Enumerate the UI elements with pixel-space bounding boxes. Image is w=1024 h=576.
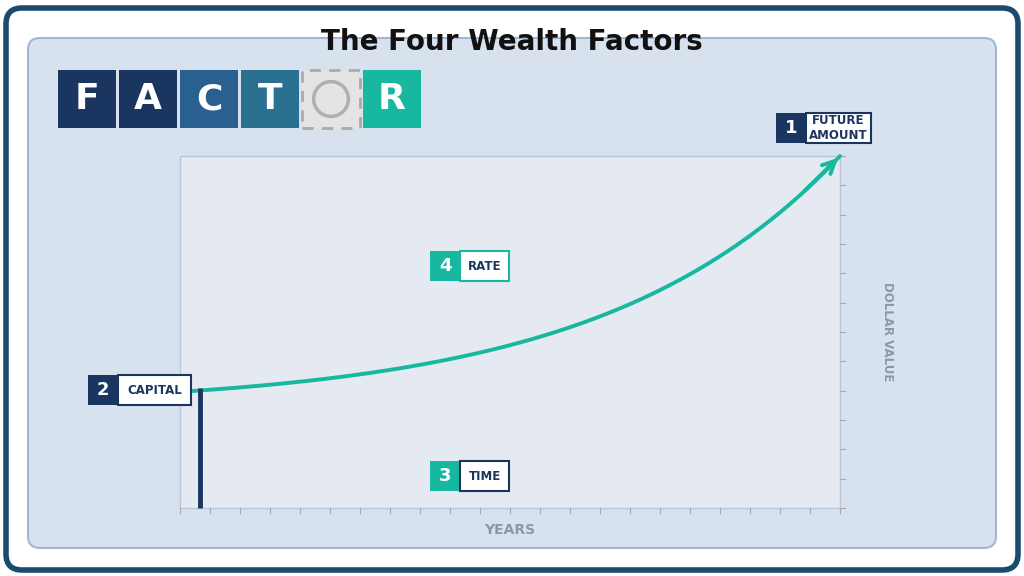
FancyBboxPatch shape <box>430 251 460 281</box>
Text: A: A <box>134 82 162 116</box>
Text: T: T <box>258 82 283 116</box>
FancyBboxPatch shape <box>6 8 1018 570</box>
FancyBboxPatch shape <box>88 376 118 406</box>
FancyBboxPatch shape <box>180 70 238 128</box>
FancyBboxPatch shape <box>118 376 190 406</box>
Text: RATE: RATE <box>468 260 502 272</box>
Text: YEARS: YEARS <box>484 523 536 537</box>
FancyBboxPatch shape <box>119 70 177 128</box>
Text: F: F <box>75 82 99 116</box>
Text: 1: 1 <box>784 119 798 137</box>
Text: FUTURE
AMOUNT: FUTURE AMOUNT <box>809 114 867 142</box>
FancyBboxPatch shape <box>460 251 509 281</box>
FancyBboxPatch shape <box>430 461 460 491</box>
Text: DOLLAR VALUE: DOLLAR VALUE <box>882 282 895 382</box>
FancyBboxPatch shape <box>460 461 509 491</box>
Text: CAPITAL: CAPITAL <box>127 384 181 397</box>
Text: 3: 3 <box>438 467 452 485</box>
FancyBboxPatch shape <box>362 70 421 128</box>
FancyBboxPatch shape <box>302 70 360 128</box>
Text: 2: 2 <box>96 381 110 400</box>
FancyBboxPatch shape <box>28 38 996 548</box>
FancyBboxPatch shape <box>806 113 870 143</box>
Text: 4: 4 <box>438 257 452 275</box>
Text: The Four Wealth Factors: The Four Wealth Factors <box>322 28 702 56</box>
FancyBboxPatch shape <box>776 113 806 143</box>
Text: TIME: TIME <box>468 469 501 483</box>
FancyBboxPatch shape <box>241 70 299 128</box>
Text: C: C <box>196 82 222 116</box>
FancyBboxPatch shape <box>58 70 116 128</box>
FancyBboxPatch shape <box>180 156 840 508</box>
Text: R: R <box>378 82 406 116</box>
